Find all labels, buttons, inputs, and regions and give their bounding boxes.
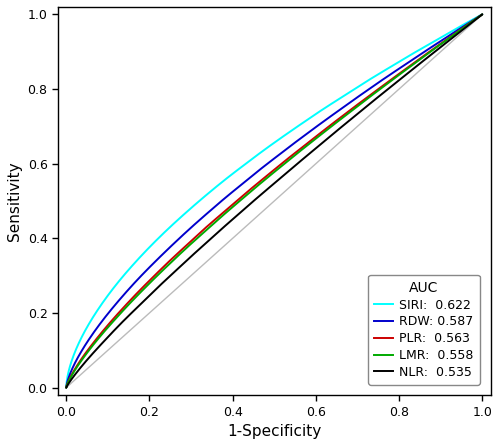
X-axis label: 1-Specificity: 1-Specificity	[227, 424, 322, 439]
Legend: SIRI:  0.622, RDW: 0.587, PLR:  0.563, LMR:  0.558, NLR:  0.535: SIRI: 0.622, RDW: 0.587, PLR: 0.563, LMR…	[368, 275, 480, 385]
Y-axis label: Sensitivity: Sensitivity	[7, 161, 22, 241]
